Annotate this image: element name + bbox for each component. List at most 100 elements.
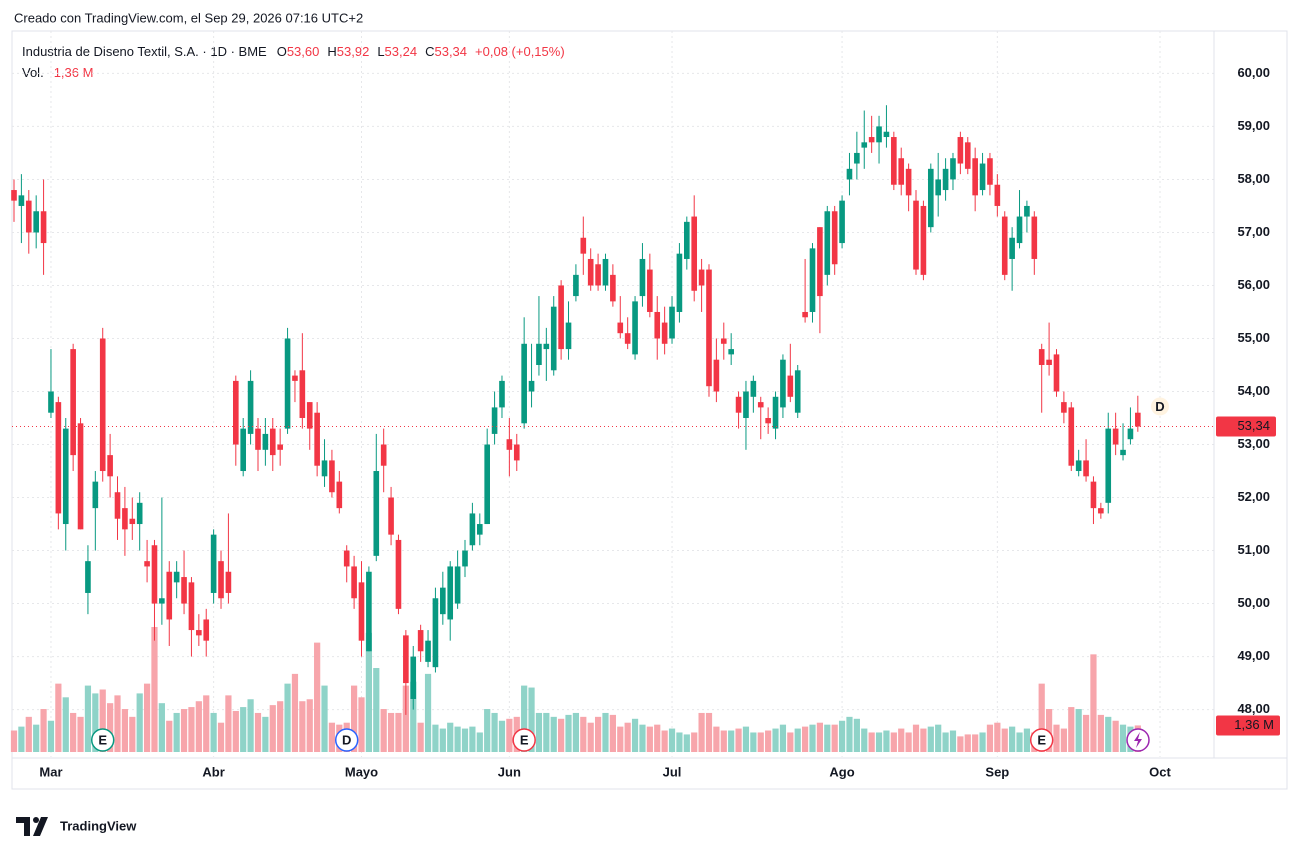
- candle-body: [891, 137, 897, 185]
- legend-change: +0,08 (+0,15%): [475, 44, 565, 59]
- candle-body: [55, 402, 62, 514]
- event-icon: [90, 728, 115, 752]
- volume-bar: [654, 724, 661, 752]
- volume-bar: [70, 712, 77, 752]
- candle-body: [129, 518, 136, 525]
- candle-body: [950, 158, 956, 180]
- volume-bar: [912, 724, 920, 752]
- volume-bar: [373, 668, 380, 752]
- candle-body: [550, 306, 557, 371]
- volume-bar: [1009, 726, 1016, 752]
- legend-value: 53,34: [434, 44, 467, 59]
- candle-body: [1135, 412, 1141, 427]
- volume-bar: [1090, 654, 1097, 752]
- volume-bar: [1016, 732, 1023, 752]
- volume-bar: [609, 714, 616, 752]
- volume-bar: [469, 726, 476, 752]
- volume-bar: [949, 730, 957, 752]
- volume-bar: [580, 716, 587, 752]
- candle-body: [757, 402, 764, 408]
- volume-bar: [521, 685, 528, 752]
- candle-body: [624, 333, 631, 344]
- legend-key: L: [377, 44, 384, 59]
- volume-bar: [232, 710, 239, 752]
- candle-body: [92, 481, 99, 509]
- candle-body: [462, 550, 468, 567]
- candle-body: [765, 418, 771, 424]
- candle-body: [610, 274, 616, 302]
- candle-body: [48, 391, 54, 413]
- volume-bar: [129, 716, 136, 752]
- candle-body: [735, 396, 742, 413]
- candle-body: [639, 258, 646, 297]
- volume-bar: [395, 712, 402, 752]
- volume-bar: [905, 732, 912, 752]
- volume-bar: [972, 734, 979, 752]
- volume-bar: [994, 722, 1001, 752]
- volume-bar: [883, 730, 890, 752]
- candle-body: [720, 338, 727, 344]
- candle-body: [1061, 402, 1067, 413]
- candle-body: [927, 168, 934, 228]
- candle-body: [528, 380, 535, 392]
- x-tick-label: Jul: [663, 764, 682, 779]
- volume-bar: [506, 718, 513, 752]
- legend-key: H: [327, 44, 336, 59]
- y-tick-label: 52,00: [1237, 489, 1270, 504]
- volume-bar: [484, 709, 491, 752]
- legend-value: 53,92: [337, 44, 370, 59]
- y-tick-label: 58,00: [1237, 171, 1270, 186]
- event-label: D: [342, 732, 351, 747]
- candle-body: [25, 200, 32, 233]
- candle-body: [587, 258, 594, 286]
- candle-body: [358, 582, 365, 641]
- x-tick-label: Mayo: [345, 764, 378, 779]
- volume-bar: [742, 726, 750, 752]
- candle-body: [684, 221, 690, 259]
- volume-bar: [114, 695, 121, 752]
- volume-bar: [217, 722, 225, 752]
- candle-body: [210, 534, 217, 593]
- candle-body: [284, 338, 291, 429]
- candle-body: [136, 502, 143, 525]
- volume-bar: [964, 734, 971, 752]
- legend-value: 53,60: [287, 44, 320, 59]
- candle-body: [62, 428, 69, 525]
- candle-body: [913, 200, 919, 270]
- volume-bar: [62, 697, 69, 752]
- candle-body: [99, 338, 106, 472]
- volume-bar: [92, 693, 99, 752]
- volume-bar: [602, 712, 609, 752]
- candle-body: [166, 571, 173, 620]
- candle-body: [440, 587, 446, 615]
- volume-bar: [291, 673, 299, 752]
- candle-body: [905, 168, 912, 196]
- volume-bar: [668, 728, 676, 752]
- volume-bar: [284, 683, 291, 752]
- volume-bar: [195, 701, 202, 752]
- candle-body: [536, 343, 542, 365]
- volume-bar: [240, 707, 247, 752]
- candle-body: [957, 137, 964, 164]
- candle-body: [565, 322, 572, 350]
- candle-body: [824, 211, 831, 275]
- candle-body: [987, 158, 993, 185]
- candle-body: [698, 269, 705, 286]
- candle-body: [491, 407, 498, 434]
- candle-body: [942, 168, 949, 191]
- volume-bar: [1053, 724, 1060, 752]
- volume-bar: [809, 724, 816, 752]
- candle-body: [617, 322, 624, 334]
- candle-body: [713, 359, 720, 392]
- volume-bar: [802, 726, 809, 752]
- volume-bar: [920, 728, 927, 752]
- candle-body: [225, 571, 232, 593]
- candle-body: [521, 343, 527, 424]
- candle-body: [647, 269, 653, 312]
- candle-body: [425, 640, 431, 662]
- volume-bar: [107, 703, 114, 752]
- candle-body: [506, 439, 513, 450]
- volume-bar: [631, 718, 639, 752]
- logo-dot: [33, 817, 39, 823]
- volume-bar: [979, 732, 986, 752]
